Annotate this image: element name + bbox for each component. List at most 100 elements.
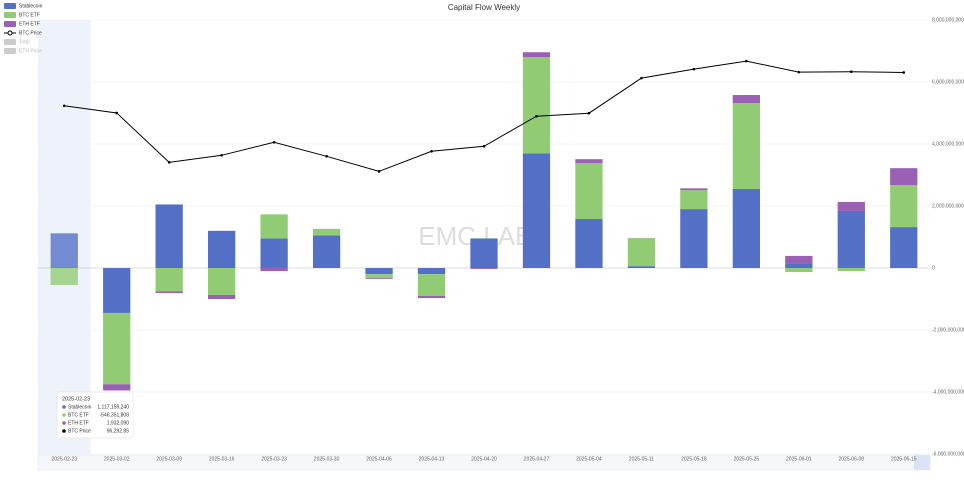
tooltip-value: -546,351,808 (100, 412, 130, 418)
bar (50, 268, 78, 285)
bar (312, 235, 341, 268)
legend-label: BTC ETF (19, 12, 40, 18)
x-tick-label: 2025-03-23 (261, 456, 287, 462)
line-point (430, 149, 433, 153)
x-tick-label: 2025-03-30 (314, 456, 340, 462)
x-tick-label: 2025-05-25 (734, 456, 760, 462)
bar (470, 238, 498, 268)
tooltip-marker (62, 429, 66, 433)
tooltip-name: ETH ETF (68, 420, 89, 426)
tooltip-marker (62, 405, 66, 409)
y-tick-label: -4,000,000,000 (932, 389, 964, 395)
tooltip: 2025-02-23 Stablecoin 1,117,159,240 BTC ETF… (56, 391, 134, 439)
bar (103, 268, 131, 313)
x-tick-label: 2025-05-11 (629, 456, 654, 462)
legend-label: Total (19, 39, 30, 45)
bar (522, 52, 551, 58)
tooltip-value: 1,117,159,240 (97, 404, 129, 410)
zoom-handle (914, 455, 930, 470)
bar (417, 274, 446, 296)
bar (365, 274, 393, 278)
bar (575, 159, 603, 164)
bar (837, 210, 865, 268)
tooltip-value: 1,932,090 (107, 420, 129, 426)
bar (365, 277, 393, 279)
x-tick-label: 2025-04-27 (524, 456, 550, 462)
bar (103, 384, 131, 391)
x-tick-label: 2025-03-16 (209, 456, 235, 462)
y-tick-label: 0 (932, 265, 935, 271)
bar (890, 227, 918, 268)
line-point (325, 155, 328, 158)
bar (208, 230, 236, 268)
x-tick-label: 2025-04-06 (366, 456, 392, 462)
line-point (220, 153, 223, 157)
line-point (535, 114, 538, 118)
y-tick-label: -6,000,000,000 (932, 451, 964, 457)
x-tick-label: 2025-06-01 (786, 456, 812, 462)
legend-label: ETH ETF (19, 21, 40, 27)
line (64, 60, 904, 172)
x-tick-label: 2025-05-18 (681, 456, 707, 462)
bar (890, 185, 918, 228)
line-point (272, 140, 276, 144)
bar (365, 268, 393, 275)
x-tick-label: 2025-05-04 (576, 456, 602, 462)
bar (312, 229, 341, 236)
line-point (849, 70, 853, 74)
x-tick-label: 2025-06-15 (891, 456, 917, 462)
bar (50, 233, 78, 268)
legend-swatch (4, 12, 16, 18)
y-tick-label: 8,000,000,000 (932, 17, 964, 23)
tooltip-name: BTC ETF (68, 412, 89, 418)
bar (785, 263, 813, 268)
line-point (797, 70, 801, 74)
bar (155, 291, 183, 294)
line-point (482, 144, 486, 148)
bar (260, 268, 288, 272)
x-tick-label: 2025-03-02 (104, 456, 130, 462)
bar (627, 266, 656, 268)
line-point (167, 161, 171, 164)
legend-swatch (4, 39, 16, 45)
legend-swatch (4, 21, 16, 27)
x-tick-label: 2025-04-20 (471, 456, 497, 462)
x-tick-label: 2025-04-13 (419, 456, 445, 462)
bar (155, 268, 183, 292)
legend-swatch (4, 48, 16, 54)
tooltip-name: Stablecoin (68, 404, 92, 410)
tooltip-title: 2025-02-23 (62, 396, 90, 402)
line-point (377, 170, 381, 173)
bar (680, 190, 708, 210)
bar (837, 268, 865, 272)
line-point (640, 76, 643, 80)
legend-label: ETH Price (19, 48, 42, 54)
x-tick-label: 2025-03-09 (156, 456, 182, 462)
legend-swatch (4, 3, 16, 9)
bar (522, 153, 551, 268)
bar (627, 238, 656, 267)
bar (208, 294, 236, 299)
bar (260, 214, 288, 239)
bar (732, 95, 760, 104)
tooltip-marker (62, 413, 66, 417)
bar (522, 57, 551, 154)
legend-label: BTC Price (19, 30, 42, 36)
bar (732, 103, 760, 189)
tooltip-box (56, 391, 134, 439)
y-tick-label: 2,000,000,000 (932, 203, 964, 209)
bar (890, 168, 918, 186)
chart-title: Capital Flow Weekly (448, 3, 520, 12)
bar (155, 204, 183, 268)
x-tick-label: 2025-06-08 (839, 456, 865, 462)
tooltip-value: 96,292.85 (107, 428, 129, 434)
bar (785, 255, 813, 264)
bar (260, 238, 288, 268)
bar (785, 268, 813, 273)
bar (837, 201, 865, 211)
bar (417, 295, 446, 299)
line-point (692, 67, 696, 71)
line-point (902, 71, 906, 74)
line-point (62, 104, 66, 108)
